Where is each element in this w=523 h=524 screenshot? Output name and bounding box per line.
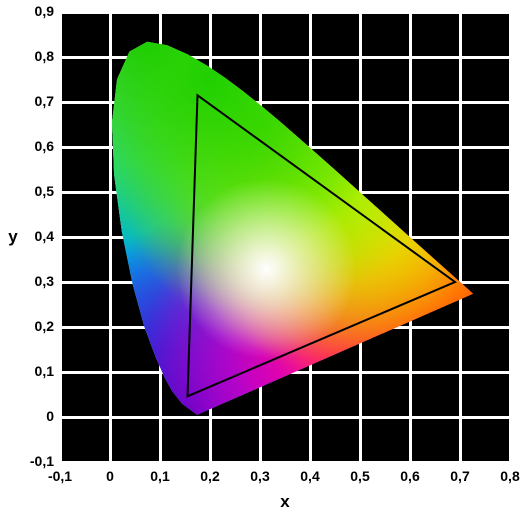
y-tick: 0,4 [14,228,54,244]
y-tick: 0,8 [14,48,54,64]
y-tick: 0,3 [14,273,54,289]
y-tick: 0,2 [14,318,54,334]
x-tick: 0,8 [492,468,523,484]
y-tick: 0,1 [14,363,54,379]
x-axis-label: x [60,492,510,512]
x-tick: -0,1 [42,468,78,484]
chromaticity-diagram: { "chart": { "type": "chromaticity-diagr… [0,0,523,524]
y-tick: 0,7 [14,93,54,109]
x-tick: 0,7 [442,468,478,484]
x-tick: 0,2 [192,468,228,484]
x-tick: 0,4 [292,468,328,484]
y-tick: -0,1 [14,453,54,469]
x-tick: 0,3 [242,468,278,484]
y-tick: 0,6 [14,138,54,154]
y-tick: 0,9 [14,3,54,19]
x-tick: 0,5 [342,468,378,484]
chart-overlay [60,12,510,462]
y-tick: 0,5 [14,183,54,199]
y-tick: 0 [14,408,54,424]
x-tick: 0 [92,468,128,484]
x-tick: 0,1 [142,468,178,484]
x-tick: 0,6 [392,468,428,484]
